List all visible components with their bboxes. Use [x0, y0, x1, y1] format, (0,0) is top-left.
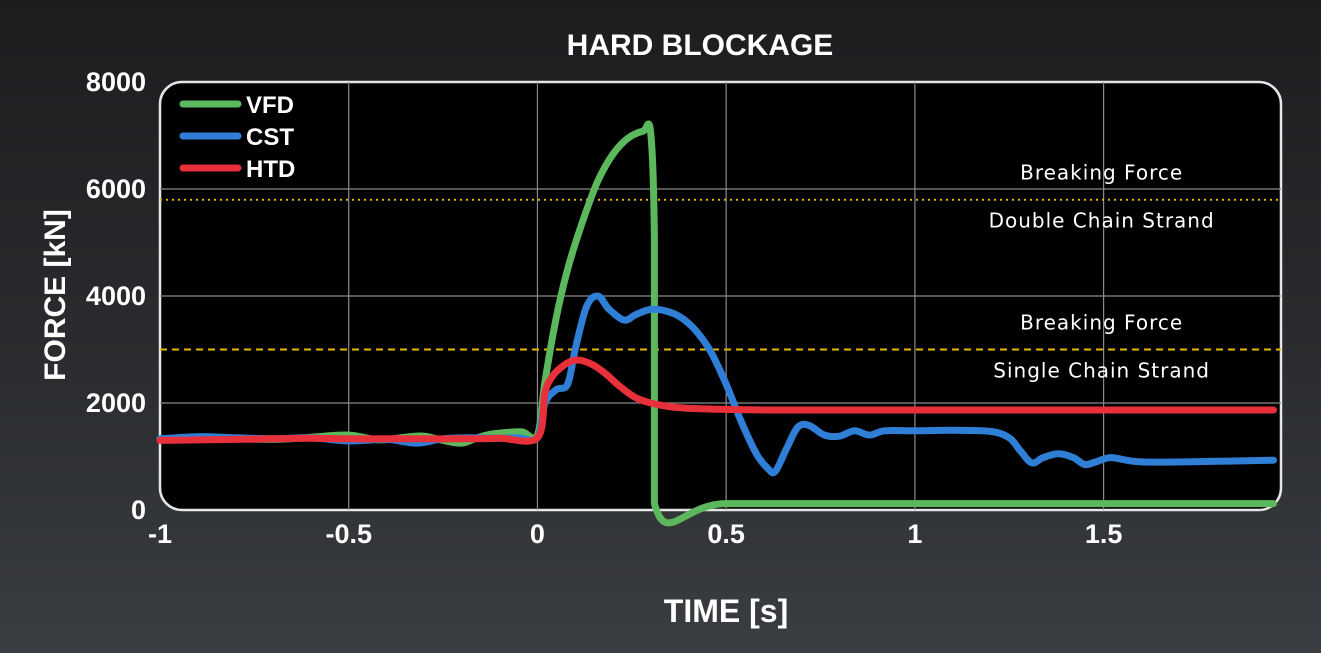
y-tick-label-2: 4000 [86, 281, 146, 311]
x-tick-label-0: -1 [148, 519, 172, 549]
y-tick-label-3: 6000 [86, 174, 146, 204]
reference-label-top-1: Breaking Force [1020, 311, 1183, 335]
chart-title: HARD BLOCKAGE [567, 29, 834, 62]
grid-layer [160, 82, 1281, 510]
legend-label-vfd: VFD [246, 92, 294, 119]
x-tick-label-4: 1 [907, 519, 922, 549]
reference-label-bottom-0: Double Chain Strand [989, 209, 1215, 233]
reference-label-top-0: Breaking Force [1020, 161, 1183, 185]
tick-layer: -1 -0.5 0 0.5 1 1.5 0 2000 4000 6000 8000 [86, 67, 1122, 549]
reference-label-bottom-1: Single Chain Strand [993, 359, 1210, 383]
y-axis-label: FORCE [kN] [39, 209, 72, 381]
series-layer [156, 120, 1277, 527]
y-tick-label-1: 2000 [86, 388, 146, 418]
legend: VFD CST HTD [179, 92, 295, 183]
series-line-htd [156, 356, 1277, 445]
legend-label-cst: CST [246, 124, 294, 151]
x-tick-label-3: 0.5 [707, 519, 745, 549]
x-tick-label-5: 1.5 [1085, 519, 1123, 549]
legend-label-htd: HTD [246, 156, 295, 183]
x-tick-label-1: -0.5 [325, 519, 372, 549]
y-tick-label-4: 8000 [86, 67, 146, 97]
x-axis-label: TIME [s] [664, 593, 788, 629]
reference-lines: Breaking Force Double Chain Strand Breakin… [160, 161, 1281, 383]
x-tick-label-2: 0 [530, 519, 545, 549]
y-tick-label-0: 0 [131, 495, 146, 525]
